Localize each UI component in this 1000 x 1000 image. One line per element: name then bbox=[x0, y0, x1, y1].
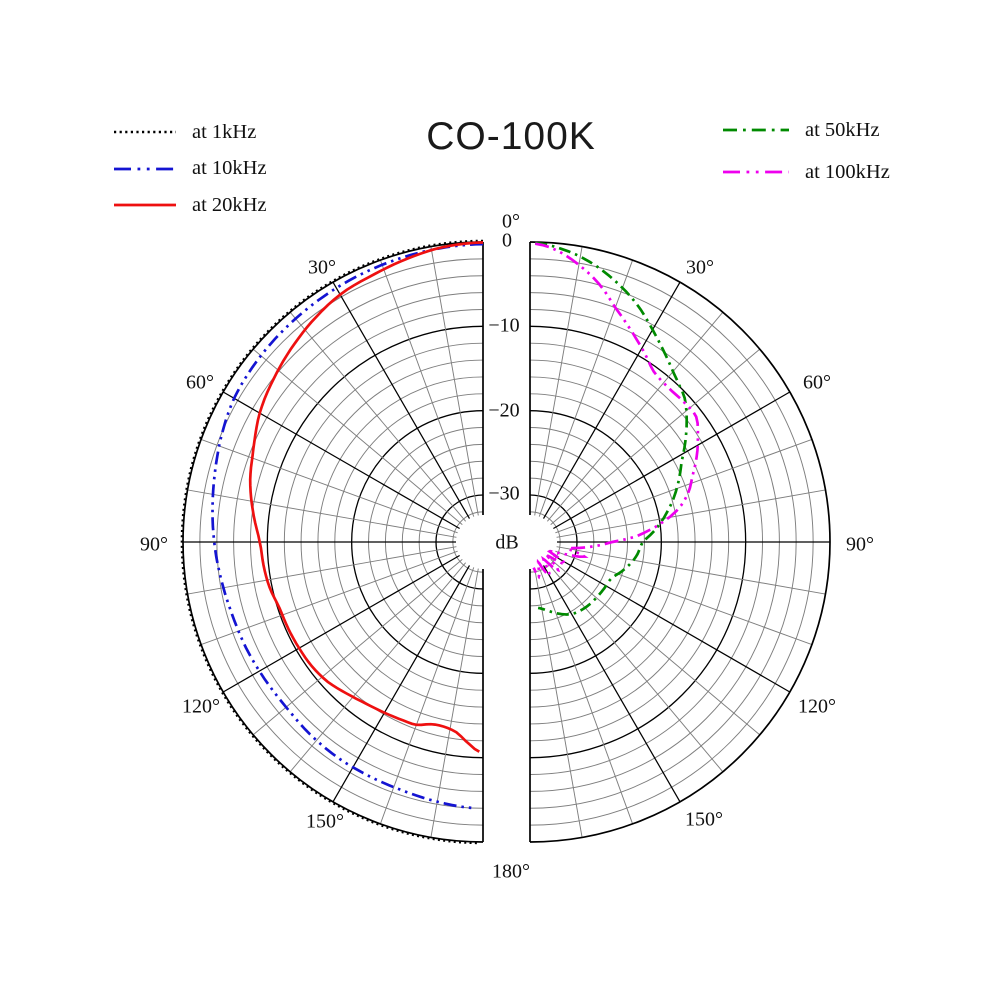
curve-at-10kHz bbox=[211, 242, 484, 810]
legend-label: at 100kHz bbox=[805, 160, 890, 183]
curve-at-1kHz bbox=[180, 239, 484, 845]
spoke-right-100 bbox=[556, 546, 826, 595]
spoke-right-160 bbox=[538, 567, 634, 825]
angle-label-180: 180° bbox=[492, 860, 530, 883]
legend-line-sample-50khz bbox=[723, 128, 789, 132]
curve-at-100kHz bbox=[532, 242, 700, 580]
legend-right: at 50kHz at 100kHz bbox=[722, 109, 890, 193]
legend-item-100khz: at 100kHz bbox=[722, 151, 890, 193]
spoke-right-140 bbox=[546, 562, 724, 773]
spoke-left-10 bbox=[430, 246, 479, 516]
spoke-right-150 bbox=[542, 565, 681, 803]
curve-at-20kHz bbox=[248, 241, 484, 753]
db-tick-minus30: −30 bbox=[488, 482, 520, 505]
spoke-right-110 bbox=[555, 550, 813, 646]
db-tick-minus20: −20 bbox=[488, 399, 520, 422]
legend-label: at 1kHz bbox=[192, 120, 257, 143]
curve-at-50kHz bbox=[535, 241, 689, 616]
spoke-left-170 bbox=[430, 568, 479, 838]
legend-left: at 1kHz at 10kHz at 20kHz bbox=[113, 114, 267, 224]
spoke-left-110 bbox=[200, 550, 458, 646]
db-unit-label: dB bbox=[495, 531, 519, 554]
legend-label: at 50kHz bbox=[805, 118, 880, 141]
spoke-left-140 bbox=[289, 562, 467, 773]
legend-item-1khz: at 1kHz bbox=[113, 114, 267, 151]
spoke-left-30 bbox=[332, 281, 471, 519]
spoke-left-80 bbox=[187, 489, 457, 538]
db-tick-0: 0 bbox=[502, 229, 512, 252]
spoke-right-70 bbox=[555, 438, 813, 534]
spoke-right-50 bbox=[550, 348, 761, 526]
angle-label-right-60: 60° bbox=[803, 371, 831, 394]
outer-rim-right bbox=[529, 241, 831, 843]
legend-item-10khz: at 10kHz bbox=[113, 151, 267, 188]
chart-title: CO-100K bbox=[426, 115, 596, 158]
angle-label-left-120: 120° bbox=[182, 695, 220, 718]
angle-label-left-60: 60° bbox=[186, 371, 214, 394]
angle-label-left-30: 30° bbox=[308, 256, 336, 279]
outer-rim-left bbox=[182, 241, 484, 843]
spoke-left-160 bbox=[379, 567, 475, 825]
db-tick-minus10: −10 bbox=[488, 314, 520, 337]
legend-item-50khz: at 50kHz bbox=[722, 109, 890, 151]
angle-label-0: 0° bbox=[502, 210, 520, 233]
spoke-right-80 bbox=[556, 489, 826, 538]
spoke-left-120 bbox=[222, 554, 460, 693]
legend-line-sample-10khz bbox=[114, 167, 176, 171]
spoke-right-120 bbox=[553, 554, 791, 693]
angle-label-right-30: 30° bbox=[686, 256, 714, 279]
angle-label-left-90: 90° bbox=[140, 533, 168, 556]
spoke-left-50 bbox=[252, 348, 463, 526]
spoke-left-100 bbox=[187, 546, 457, 595]
spoke-right-10 bbox=[534, 246, 583, 516]
spoke-right-130 bbox=[550, 558, 761, 736]
legend-line-sample-100khz bbox=[723, 170, 789, 174]
legend-line-sample-1khz bbox=[114, 131, 176, 134]
spoke-left-70 bbox=[200, 438, 458, 534]
spoke-right-20 bbox=[538, 259, 634, 517]
spoke-left-20 bbox=[379, 259, 475, 517]
spoke-left-40 bbox=[289, 311, 467, 522]
spoke-left-130 bbox=[252, 558, 463, 736]
legend-item-20khz: at 20kHz bbox=[113, 187, 267, 224]
spoke-left-150 bbox=[332, 565, 471, 803]
legend-label: at 20kHz bbox=[192, 193, 267, 216]
spoke-left-60 bbox=[222, 391, 460, 530]
angle-label-left-150: 150° bbox=[306, 810, 344, 833]
angle-label-right-90: 90° bbox=[846, 533, 874, 556]
spoke-right-170 bbox=[534, 568, 583, 838]
legend-label: at 10kHz bbox=[192, 157, 267, 180]
spoke-right-60 bbox=[553, 391, 791, 530]
angle-label-right-120: 120° bbox=[798, 695, 836, 718]
spoke-right-40 bbox=[546, 311, 724, 522]
angle-label-right-150: 150° bbox=[685, 808, 723, 831]
legend-line-sample-20khz bbox=[114, 203, 176, 207]
spoke-right-30 bbox=[542, 281, 681, 519]
